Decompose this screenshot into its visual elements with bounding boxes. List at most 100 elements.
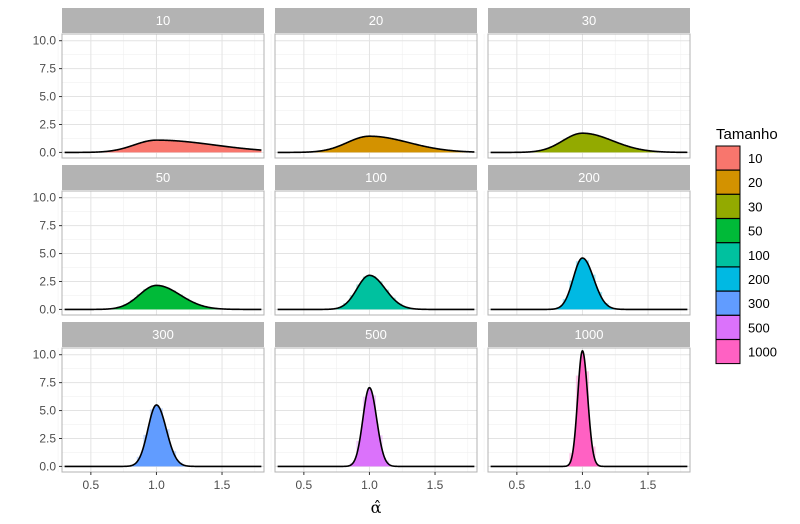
facet-panel-200: 200: [483, 165, 691, 316]
density-line: [277, 135, 475, 154]
legend-label: 10: [748, 151, 762, 166]
legend-label: 50: [748, 224, 762, 239]
facet-panel-10: 10 0.0 2.5 5.0 7.5 10.0: [33, 8, 265, 159]
density-line: [64, 139, 262, 154]
density-line: [64, 284, 262, 311]
facet-strip: [488, 8, 690, 33]
legend-label: 20: [748, 175, 762, 190]
facet-panel-50: 50 0.0 2.5 5.0 7.5 10.0: [33, 165, 265, 316]
y-tick-label: 10.0: [33, 191, 57, 205]
legend-label: 100: [748, 248, 770, 263]
density-line: [490, 132, 688, 154]
panel-border: [61, 347, 265, 473]
panel-border: [274, 190, 478, 316]
legend-label: 1000: [748, 345, 777, 360]
panel-background: [62, 34, 264, 158]
y-tick-label: 5.0: [39, 90, 56, 104]
legend-label: 300: [748, 296, 770, 311]
x-tick-label: 1.0: [574, 478, 591, 492]
density-line: [490, 257, 688, 311]
legend-item-20: 20: [715, 169, 762, 195]
x-tick-label: 1.0: [148, 478, 165, 492]
density-area: [64, 285, 262, 310]
legend-swatch: [715, 242, 741, 268]
x-tick-label: 0.5: [83, 478, 100, 492]
facet-strip: [62, 165, 264, 190]
legend-swatch: [715, 193, 741, 219]
y-tick-label: 5.0: [39, 247, 56, 261]
facet-panel-300: 300 0.0 2.5 5.0 7.5 10.0 0.5 1.0 1.5: [33, 322, 265, 492]
legend-swatch: [715, 145, 741, 171]
x-axis-title: α̂: [371, 498, 382, 517]
panel-border: [487, 190, 691, 316]
legend-label: 500: [748, 320, 770, 335]
facet-panel-100: 100: [270, 165, 478, 316]
legend-swatch: [715, 266, 741, 292]
y-tick-label: 7.5: [39, 219, 56, 233]
y-tick-label: 2.5: [39, 274, 56, 288]
facet-strip-label: 100: [365, 170, 387, 185]
facet-strip: [488, 165, 690, 190]
y-tick-label: 7.5: [39, 376, 56, 390]
legend-swatch: [715, 218, 741, 244]
legend-item-500: 500: [715, 314, 770, 340]
legend-title: Tamanho: [716, 126, 778, 143]
facet-strip-label: 30: [582, 13, 596, 28]
y-tick-label: 0.0: [39, 145, 56, 159]
y-tick-label: 2.5: [39, 431, 56, 445]
panel-border: [487, 33, 691, 159]
legend-item-1000: 1000: [715, 339, 777, 365]
legend-label: 30: [748, 199, 762, 214]
panel-border: [61, 33, 265, 159]
legend-item-30: 30: [715, 193, 762, 219]
density-area: [490, 350, 688, 467]
facet-panel-30: 30: [483, 8, 691, 159]
y-tick-label: 10.0: [33, 34, 57, 48]
y-tick-label: 5.0: [39, 404, 56, 418]
facet-strip: [62, 8, 264, 33]
facet-strip-label: 500: [365, 327, 387, 342]
legend-label: 200: [748, 272, 770, 287]
density-area: [490, 258, 688, 310]
x-tick-label: 0.5: [509, 478, 526, 492]
panel-border: [274, 347, 478, 473]
facet-strip: [488, 322, 690, 347]
legend-item-200: 200: [715, 266, 770, 292]
legend-item-50: 50: [715, 218, 762, 244]
legend-swatch: [715, 169, 741, 195]
panel-border: [61, 190, 265, 316]
legend: Tamanho 10 20 30 50 100 200 300 500 1000: [715, 126, 778, 365]
facet-panel-1000: 1000 0.5 1.0 1.5: [483, 322, 691, 492]
density-line: [64, 404, 262, 468]
density-line: [277, 274, 475, 311]
legend-swatch: [715, 314, 741, 340]
y-tick-label: 0.0: [39, 302, 56, 316]
x-tick-label: 1.5: [640, 478, 657, 492]
facet-strip: [275, 322, 477, 347]
facet-panel-20: 20: [270, 8, 478, 159]
facet-panels: 10 0.0 2.5 5.0 7.5 10.0 20 30 50 0.0 2.5 5.0 7.5 10.0…: [33, 8, 691, 492]
facet-strip: [275, 8, 477, 33]
x-tick-label: 0.5: [296, 478, 313, 492]
legend-swatch: [715, 290, 741, 316]
facet-strip: [62, 322, 264, 347]
facet-strip-label: 20: [369, 13, 383, 28]
legend-items: 10 20 30 50 100 200 300 500 1000: [715, 145, 777, 365]
y-tick-label: 7.5: [39, 62, 56, 76]
density-area: [64, 404, 262, 467]
density-area: [277, 387, 475, 467]
density-area: [277, 136, 475, 153]
facet-strip-label: 50: [156, 170, 170, 185]
legend-item-100: 100: [715, 242, 770, 268]
x-tick-label: 1.0: [361, 478, 378, 492]
x-tick-label: 1.5: [427, 478, 444, 492]
facet-strip-label: 300: [152, 327, 174, 342]
panel-border: [487, 347, 691, 473]
y-tick-label: 10.0: [33, 348, 57, 362]
density-area: [64, 140, 262, 153]
x-tick-label: 1.5: [214, 478, 231, 492]
density-line: [277, 386, 475, 468]
y-tick-label: 0.0: [39, 459, 56, 473]
facet-strip-label: 1000: [575, 327, 604, 342]
